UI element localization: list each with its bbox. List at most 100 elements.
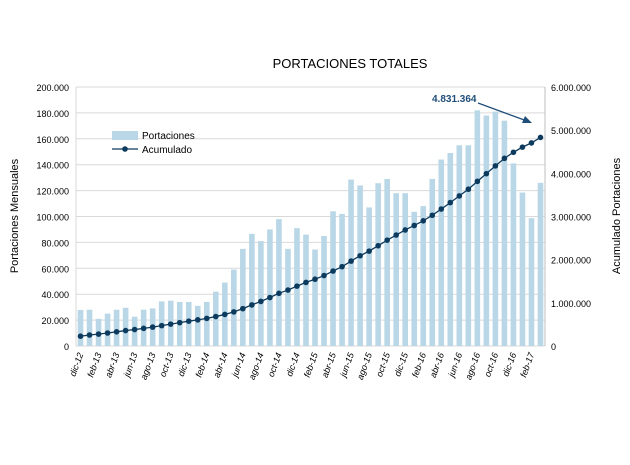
x-tick-label: ago-13 — [139, 351, 158, 381]
legend-label-portaciones: Portaciones — [142, 131, 195, 142]
line-marker — [420, 218, 427, 224]
bar — [375, 183, 381, 346]
x-tick-label: ago-14 — [247, 351, 266, 381]
bar — [203, 301, 210, 346]
x-tick-label: jun-15 — [338, 350, 357, 379]
legend-label-acumulado: Acumulado — [142, 145, 192, 156]
annotation-label: 4.831.364 — [432, 94, 477, 105]
x-tick-label: dic-16 — [501, 351, 519, 377]
legend-bar-swatch — [112, 131, 138, 140]
bar — [240, 248, 246, 346]
line-marker — [528, 140, 535, 146]
bar — [231, 269, 237, 346]
bar — [276, 219, 282, 346]
line-marker — [402, 227, 409, 233]
line-marker — [249, 302, 255, 308]
line-marker — [348, 258, 354, 264]
x-tick-label: jun-13 — [121, 351, 139, 379]
line-marker — [321, 272, 327, 279]
line-marker — [366, 248, 372, 254]
line-marker — [330, 268, 336, 274]
chart-title: PORTACIONES TOTALES — [273, 56, 428, 71]
legend-marker — [122, 146, 128, 152]
x-tick-label: dic-14 — [284, 351, 302, 377]
bar — [456, 145, 463, 346]
right-y-ticks: 0 1.000.000 2.000.000 3.000.000 4.000.000 5.0… — [551, 83, 591, 352]
line-marker — [185, 318, 192, 324]
line-marker — [501, 155, 508, 162]
bar — [285, 248, 291, 346]
line-marker — [167, 321, 174, 327]
line-series — [77, 134, 544, 340]
left-axis-title: Portaciones Mensuales — [9, 158, 21, 273]
x-tick-label: ago-16 — [463, 351, 482, 381]
left-y-tick-label: 80.000 — [41, 238, 69, 248]
line-marker — [176, 319, 183, 326]
line-marker — [122, 327, 129, 334]
bar — [384, 178, 390, 346]
bar — [122, 307, 129, 346]
left-y-tick-label: 160.000 — [36, 135, 69, 145]
left-y-ticks: 0 20.000 40.000 60.000 80.000 100.000 120.000 1… — [36, 83, 69, 352]
line-marker — [375, 242, 381, 249]
left-y-tick-label: 100.000 — [36, 213, 69, 223]
bar — [77, 309, 84, 346]
line-marker — [194, 317, 201, 323]
bar — [357, 185, 363, 346]
line-marker — [393, 232, 399, 238]
line-marker — [240, 305, 246, 312]
bar — [393, 193, 399, 346]
bar — [339, 213, 345, 346]
x-ticks: dic-12 feb-13 abr-13 jun-13 ago-13 oct-13 dic-… — [68, 350, 537, 381]
x-tick-label: abr-16 — [428, 351, 446, 379]
line-marker — [357, 252, 363, 259]
line-marker — [131, 326, 138, 333]
line-marker — [77, 333, 84, 340]
bar — [438, 159, 445, 346]
line-marker — [438, 206, 445, 212]
bar — [249, 233, 255, 346]
bar — [113, 309, 120, 346]
line-marker — [303, 279, 309, 286]
x-tick-label: dic-15 — [392, 350, 410, 377]
bar — [510, 163, 517, 346]
x-tick-label: feb-16 — [410, 351, 428, 378]
line-marker — [447, 199, 454, 206]
line-marker — [411, 222, 418, 229]
left-y-tick-label: 200.000 — [36, 83, 69, 93]
gridlines — [75, 86, 546, 347]
line-marker — [510, 149, 517, 156]
x-tick-label: abr-13 — [103, 351, 121, 379]
bar — [86, 309, 93, 346]
x-tick-label: feb-17 — [518, 350, 536, 378]
left-y-tick-label: 60.000 — [41, 264, 69, 274]
bar — [402, 193, 408, 346]
left-y-tick-label: 180.000 — [36, 109, 69, 119]
line-marker — [222, 311, 228, 318]
bar — [501, 120, 508, 346]
bar — [366, 207, 372, 346]
x-tick-label: oct-14 — [266, 351, 284, 378]
bar — [312, 249, 318, 346]
x-tick-label: dic-13 — [176, 351, 194, 377]
line-marker — [312, 276, 318, 283]
line-marker — [203, 315, 210, 322]
line-marker — [113, 328, 120, 335]
line-marker — [474, 178, 481, 185]
x-tick-label: oct-16 — [482, 351, 500, 378]
bar — [429, 178, 436, 346]
left-y-tick-label: 120.000 — [36, 187, 69, 197]
line-marker — [285, 287, 291, 293]
line-marker — [140, 325, 147, 332]
x-tick-label: oct-15 — [374, 350, 392, 378]
x-tick-label: oct-13 — [158, 351, 176, 378]
line-marker — [456, 193, 463, 199]
line-marker — [86, 332, 93, 338]
line-marker — [483, 170, 490, 177]
line-marker — [104, 330, 111, 336]
x-tick-label: ago-15 — [355, 350, 374, 381]
left-y-tick-label: 20.000 — [41, 316, 69, 326]
x-tick-label: feb-13 — [85, 351, 103, 378]
x-tick-label: jun-14 — [229, 351, 247, 379]
